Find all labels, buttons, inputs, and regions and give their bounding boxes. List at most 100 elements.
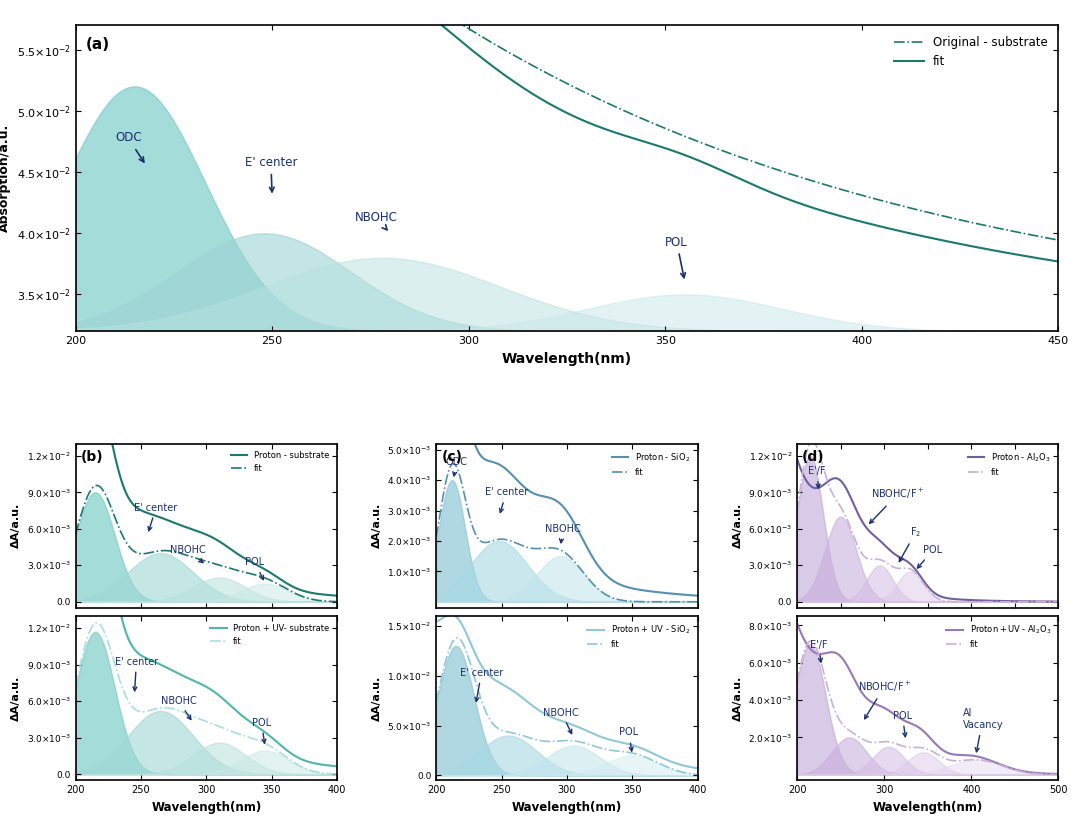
- fit: [268, 577, 281, 587]
- X-axis label: Wavelength(nm): Wavelength(nm): [873, 800, 983, 814]
- Proton + UV - SiO$_2$: [446, 610, 459, 620]
- fit: [446, 459, 459, 469]
- Proton - substrate: [87, 380, 100, 390]
- Text: E'/F: E'/F: [808, 466, 826, 488]
- Proton - SiO$_2$: [430, 409, 443, 419]
- Proton + UV - SiO$_2$: [656, 753, 669, 763]
- Proton - SiO$_2$: [656, 587, 669, 597]
- Line: fit: fit: [76, 0, 1058, 262]
- fit: [791, 507, 804, 517]
- Proton - Al$_2$O$_3$: [999, 596, 1012, 606]
- fit: [818, 465, 831, 475]
- Original - substrate: [1052, 235, 1065, 245]
- Proton - SiO$_2$: [582, 545, 595, 555]
- fit: [446, 638, 459, 648]
- Text: (a): (a): [85, 38, 109, 52]
- fit: [836, 211, 849, 221]
- Original - substrate: [853, 190, 866, 200]
- Text: (c): (c): [442, 451, 462, 464]
- fit: [1052, 769, 1065, 779]
- Text: E' center: E' center: [485, 487, 528, 513]
- fit: [228, 565, 241, 575]
- fit: [330, 769, 343, 779]
- fit: [430, 696, 443, 706]
- Proton - SiO$_2$: [446, 354, 459, 364]
- Text: NBOHC: NBOHC: [544, 524, 581, 543]
- Proton - substrate: [235, 552, 248, 562]
- Proton +UV - Al$_2$O$_3$: [818, 649, 831, 659]
- Line: Original - substrate: Original - substrate: [76, 0, 1058, 240]
- Text: ODC: ODC: [445, 457, 468, 476]
- Proton - Al$_2$O$_3$: [970, 595, 983, 605]
- Proton - SiO$_2$: [691, 591, 704, 601]
- Line: fit: fit: [76, 623, 337, 774]
- Proton - SiO$_2$: [589, 556, 602, 566]
- fit: [656, 759, 669, 769]
- fit: [268, 743, 281, 753]
- Proton - Al$_2$O$_3$: [906, 560, 919, 571]
- fit: [295, 762, 308, 772]
- Text: (d): (d): [802, 451, 825, 464]
- Text: NBOHC/F$^+$: NBOHC/F$^+$: [869, 487, 924, 524]
- fit: [450, 633, 463, 643]
- Line: Proton +UV - Al$_2$O$_3$: Proton +UV - Al$_2$O$_3$: [797, 623, 1058, 774]
- fit: [629, 748, 642, 758]
- Proton + UV- substrate: [87, 488, 100, 498]
- fit: [221, 563, 234, 573]
- fit: [999, 762, 1012, 772]
- Y-axis label: ΔA/a.u.: ΔA/a.u.: [11, 503, 21, 549]
- fit: [995, 597, 1008, 607]
- Line: Proton - SiO$_2$: Proton - SiO$_2$: [436, 358, 698, 596]
- Text: POL: POL: [252, 717, 271, 743]
- Proton + UV- substrate: [69, 541, 82, 551]
- Proton +UV - Al$_2$O$_3$: [995, 759, 1008, 769]
- Text: POL: POL: [619, 727, 638, 751]
- fit: [235, 730, 248, 740]
- fit: [430, 532, 443, 542]
- Legend: Proton + UV- substrate, fit: Proton + UV- substrate, fit: [206, 620, 333, 649]
- fit: [91, 481, 104, 491]
- Proton + UV- substrate: [221, 698, 234, 708]
- fit: [629, 597, 642, 607]
- Proton - substrate: [85, 381, 98, 391]
- Text: POL: POL: [918, 545, 943, 568]
- Text: Al
Vacancy: Al Vacancy: [962, 708, 1003, 752]
- Proton + UV - SiO$_2$: [444, 609, 457, 619]
- fit: [805, 636, 818, 646]
- Proton - Al$_2$O$_3$: [1052, 597, 1065, 607]
- Proton + UV - SiO$_2$: [596, 732, 609, 743]
- fit: [1052, 597, 1065, 607]
- fit: [69, 680, 82, 690]
- fit: [896, 741, 909, 751]
- Original - substrate: [836, 185, 849, 195]
- Proton +UV - Al$_2$O$_3$: [906, 719, 919, 729]
- Proton - Al$_2$O$_3$: [791, 454, 804, 464]
- Y-axis label: ΔA/a.u.: ΔA/a.u.: [372, 503, 381, 549]
- Proton + UV - SiO$_2$: [582, 727, 595, 737]
- Text: POL: POL: [245, 557, 265, 580]
- Proton +UV - Al$_2$O$_3$: [970, 751, 983, 761]
- Proton - substrate: [295, 585, 308, 595]
- fit: [85, 484, 98, 494]
- Line: fit: fit: [76, 486, 337, 602]
- Line: Proton + UV- substrate: Proton + UV- substrate: [76, 493, 337, 766]
- fit: [656, 597, 669, 607]
- Proton + UV - SiO$_2$: [629, 741, 642, 751]
- fit: [447, 459, 460, 469]
- Proton +UV - Al$_2$O$_3$: [791, 618, 804, 628]
- Legend: Original - substrate, fit: Original - substrate, fit: [889, 31, 1053, 72]
- Text: E' center: E' center: [134, 503, 178, 531]
- Y-axis label: ΔA/a.u.: ΔA/a.u.: [732, 503, 742, 549]
- Proton + UV- substrate: [295, 754, 308, 764]
- fit: [467, 46, 480, 56]
- Text: (b): (b): [81, 451, 104, 464]
- Y-axis label: Absorption/a.u.: Absorption/a.u.: [0, 124, 11, 232]
- fit: [91, 618, 104, 628]
- fit: [744, 179, 757, 189]
- Proton +UV - Al$_2$O$_3$: [1052, 769, 1065, 779]
- fit: [582, 739, 595, 749]
- Proton - Al$_2$O$_3$: [896, 554, 909, 564]
- Legend: Proton - Al$_2$O$_3$, fit: Proton - Al$_2$O$_3$, fit: [964, 448, 1054, 480]
- Line: fit: fit: [436, 464, 698, 602]
- Proton + UV- substrate: [85, 489, 98, 499]
